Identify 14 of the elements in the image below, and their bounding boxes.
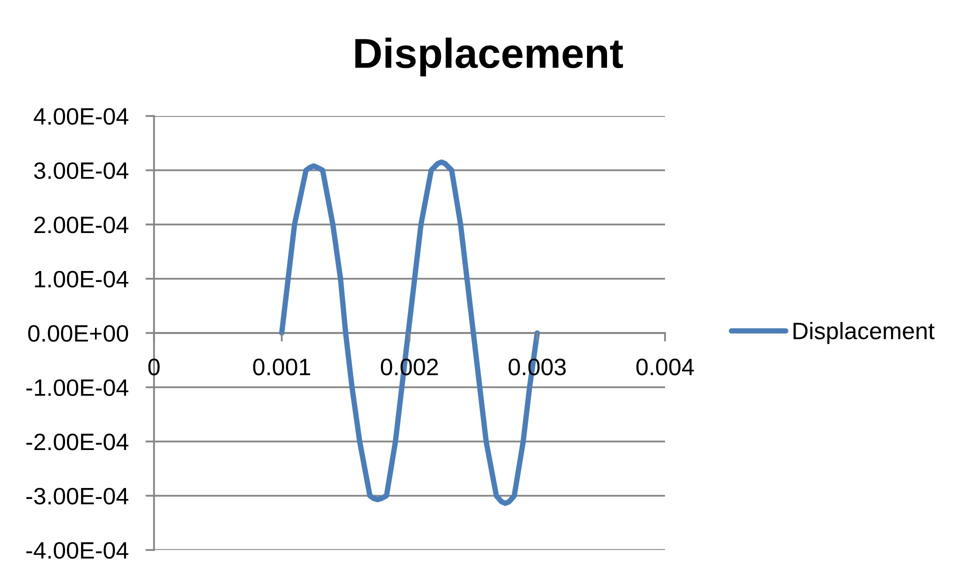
legend-label: Displacement: [794, 322, 935, 344]
x-tick-label: 0: [148, 358, 160, 376]
y-tick-label: -4.00E-04: [26, 542, 128, 559]
y-tick-label: 2.00E-04: [34, 216, 128, 234]
x-tick-label: 0.001: [253, 358, 310, 376]
y-tick-label: -2.00E-04: [26, 434, 128, 450]
x-tick-label: 0.004: [636, 358, 694, 376]
y-tick-label: -3.00E-04: [26, 488, 128, 505]
chart-title: Displacement: [355, 38, 623, 76]
y-tick-label: 3.00E-04: [34, 162, 128, 180]
y-tick-label: -1.00E-04: [26, 379, 128, 396]
y-tick-label: 1.00E-04: [34, 270, 128, 288]
y-tick-label: 4.00E-04: [34, 108, 128, 125]
y-tick-label: 0.00E+00: [28, 325, 128, 342]
